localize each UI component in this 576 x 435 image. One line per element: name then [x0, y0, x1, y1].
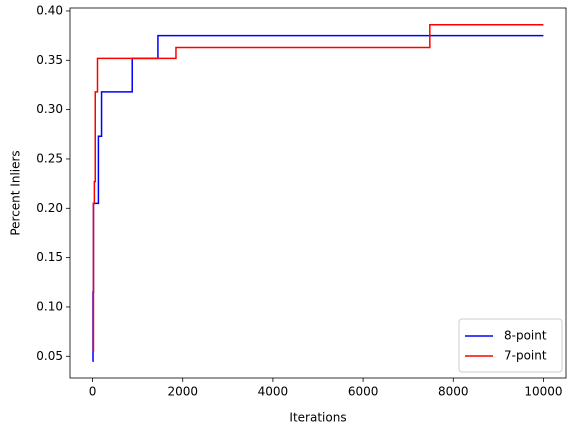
y-tick-label: 0.35	[36, 53, 63, 67]
y-tick-label: 0.25	[36, 151, 63, 165]
x-tick-label: 10000	[524, 385, 562, 399]
x-tick-label: 2000	[167, 385, 198, 399]
y-tick-label: 0.15	[36, 250, 63, 264]
x-tick-label: 4000	[258, 385, 289, 399]
x-axis-label: Iterations	[289, 411, 346, 425]
legend-label: 7-point	[504, 349, 547, 363]
x-tick-label: 6000	[348, 385, 379, 399]
series-line	[92, 24, 544, 353]
legend-box	[458, 318, 563, 373]
legend-label: 8-point	[504, 329, 547, 343]
series-line	[92, 34, 544, 362]
y-tick-label: 0.05	[36, 349, 63, 363]
y-tick-label: 0.10	[36, 299, 63, 313]
x-tick-label: 8000	[438, 385, 469, 399]
y-tick-label: 0.20	[36, 201, 63, 215]
y-tick-label: 0.40	[36, 3, 63, 17]
y-axis-label: Percent Inliers	[9, 150, 23, 235]
y-tick-label: 0.30	[36, 102, 63, 116]
x-tick-label: 0	[89, 385, 97, 399]
plot-frame	[69, 7, 567, 379]
